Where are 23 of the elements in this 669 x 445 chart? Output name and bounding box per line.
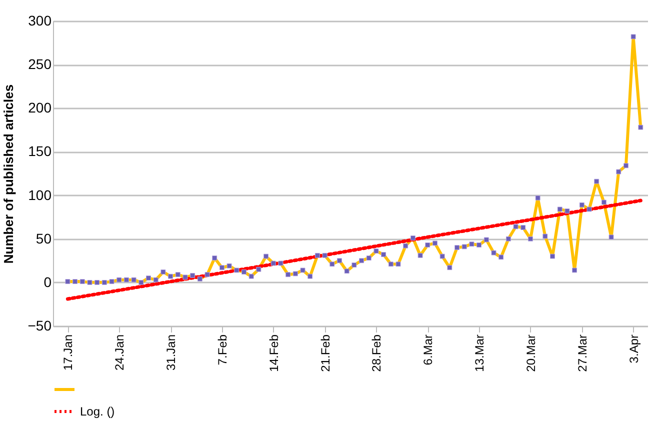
y-tick-label: 100 — [28, 186, 52, 203]
y-tick-label: 50 — [36, 230, 52, 246]
y-tick-label: 300 — [28, 12, 52, 28]
y-tick-label: 150 — [28, 143, 52, 160]
x-tick-label: 31.Jan — [164, 334, 178, 371]
x-tick-label: 13.Mar — [472, 334, 487, 372]
x-tick-label: 14.Feb — [266, 334, 281, 372]
x-tick-label: 28.Feb — [370, 334, 384, 372]
legend-label: Log. () — [80, 404, 115, 418]
x-tick-label: 24.Jan — [112, 334, 127, 371]
y-tick-label: 200 — [28, 100, 52, 116]
y-tick-label: −50 — [28, 318, 52, 334]
x-tick-label: 7.Feb — [215, 334, 230, 366]
x-tick-label: 21.Feb — [318, 334, 332, 372]
line-series — [66, 198, 642, 301]
x-tick-label: 6.Mar — [421, 334, 436, 366]
y-tick-label: 0 — [44, 274, 52, 290]
x-tick-label: 17.Jan — [61, 334, 76, 371]
x-tick-label: 27.Mar — [575, 334, 590, 372]
x-tick-label: 20.Mar — [524, 334, 538, 372]
x-tick-label: 3.Apr — [626, 334, 641, 364]
y-axis-title: Number of published articles — [0, 84, 16, 264]
y-tick-label: 250 — [28, 56, 52, 72]
